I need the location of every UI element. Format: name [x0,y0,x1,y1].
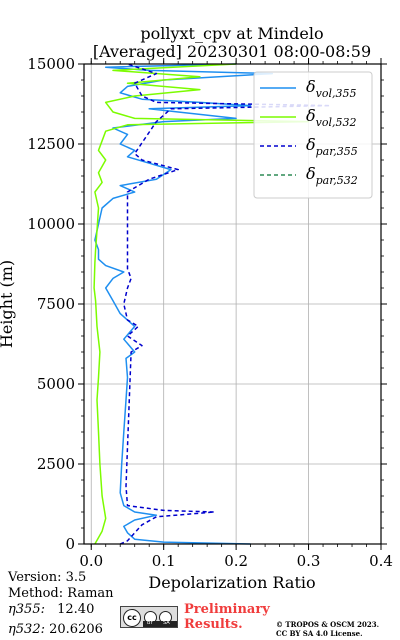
cc-icon: cc [123,609,141,627]
by-label: BY [147,620,154,626]
x-tick-label: 0.1 [152,552,176,570]
series-line-2 [119,63,332,545]
legend-symbol: δ [306,164,316,183]
copyright-notice: © TROPOS & OSCM 2023. CC BY SA 4.0 Licen… [276,620,379,638]
legend-symbol: δ [306,106,316,125]
legend-symbol: δ [306,135,316,154]
depolarization-chart: pollyxt_cpv at Mindelo [Averaged] 202303… [0,24,393,592]
y-axis-label: Height (m) [0,260,16,348]
chart-subtitle: [Averaged] 20230301 08:00-08:59 [93,42,371,61]
x-tick-label: 0.2 [224,552,248,570]
version-text: Version: 3.5 [8,570,87,585]
legend-label-2: δpar,355 [306,135,358,158]
y-tick-label: 7500 [37,295,75,313]
y-tick-label: 2500 [37,455,75,473]
eta355-value: 12.40 [57,602,95,617]
eta355-row: η355: 12.40 [8,602,94,617]
x-tick-label: 0.3 [297,552,321,570]
series-line-1 [93,63,310,545]
legend-subscript: par,355 [316,145,358,158]
eta532-label: η532: [8,622,45,637]
cc-license-badge: cc BY SA [120,606,178,628]
method-text: Method: Raman [8,586,114,601]
x-axis-label: Depolarization Ratio [148,573,315,592]
chart-title: pollyxt_cpv at Mindelo [140,24,323,43]
legend-label-0: δvol,355 [306,77,357,100]
legend-label-1: δvol,532 [306,106,357,129]
eta532-row: η532: 20.6206 [8,622,103,637]
x-tick-labels: 0.0 0.1 0.2 0.3 0.4 [79,552,393,570]
eta532-value: 20.6206 [49,622,103,637]
preliminary-line2: Results. [184,617,243,632]
y-tick-labels: 0 2500 5000 7500 10000 12500 15000 [27,55,75,553]
copyright-line2: CC BY SA 4.0 License. [276,629,363,638]
legend-label-3: δpar,532 [306,164,358,187]
y-tick-label: 0 [65,535,75,553]
badge-bar: BY SA [143,620,177,627]
preliminary-line1: Preliminary [184,602,270,617]
copyright-line1: © TROPOS & OSCM 2023. [276,620,380,629]
series-layer [93,63,332,545]
legend-subscript: par,532 [316,174,358,187]
x-tick-label: 0.4 [369,552,393,570]
y-tick-label: 15000 [27,55,75,73]
preliminary-results-text: Preliminary Results. [184,602,270,632]
legend-subscript: vol,532 [316,116,357,129]
y-tick-label: 12500 [27,135,75,153]
legend-symbol: δ [306,77,316,96]
y-tick-label: 5000 [37,375,75,393]
legend-subscript: vol,355 [316,87,357,100]
y-tick-label: 10000 [27,215,75,233]
axis-ticks [78,58,387,550]
eta355-label: η355: [8,602,45,617]
sa-label: SA [163,620,170,626]
legend-box [253,71,373,199]
x-tick-label: 0.0 [79,552,103,570]
